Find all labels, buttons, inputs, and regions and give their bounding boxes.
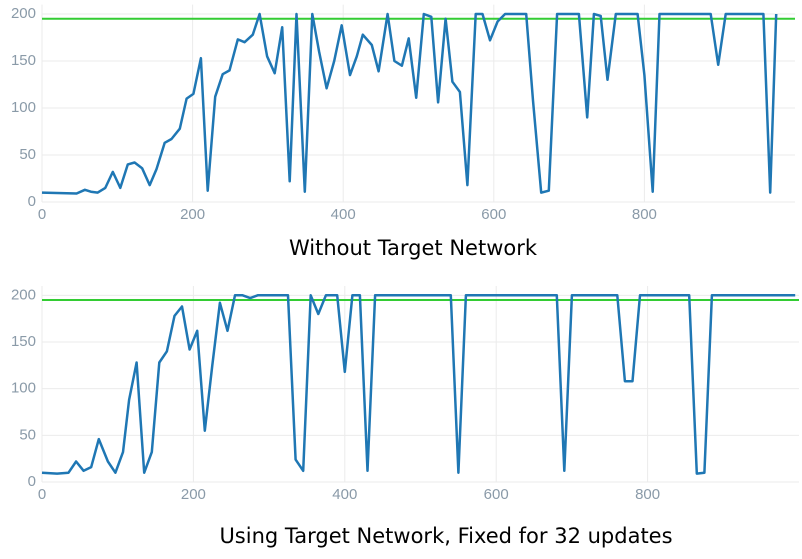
y-tick-label: 200 (11, 5, 36, 22)
x-tick-label: 0 (38, 206, 46, 223)
y-tick-label: 0 (28, 473, 36, 490)
x-tick-label: 800 (632, 206, 657, 223)
x-tick-label: 400 (331, 206, 356, 223)
x-tick-label: 600 (484, 486, 509, 503)
x-tick-label: 200 (180, 206, 205, 223)
y-tick-label: 150 (11, 333, 36, 350)
y-tick-label: 50 (19, 426, 36, 443)
y-tick-label: 100 (11, 380, 36, 397)
x-tick-label: 600 (481, 206, 506, 223)
x-tick-label: 200 (181, 486, 206, 503)
data-line (41, 12, 778, 195)
chart-caption: Using Target Network, Fixed for 32 updat… (219, 524, 672, 548)
y-tick-label: 0 (28, 193, 36, 210)
y-tick-label: 100 (11, 99, 36, 116)
y-tick-label: 150 (11, 52, 36, 69)
y-tick-label: 50 (19, 146, 36, 163)
data-line (41, 294, 796, 475)
chart-caption: Without Target Network (289, 236, 538, 260)
x-tick-label: 800 (635, 486, 660, 503)
x-tick-label: 400 (332, 486, 357, 503)
y-tick-label: 200 (11, 286, 36, 303)
x-tick-label: 0 (38, 486, 46, 503)
